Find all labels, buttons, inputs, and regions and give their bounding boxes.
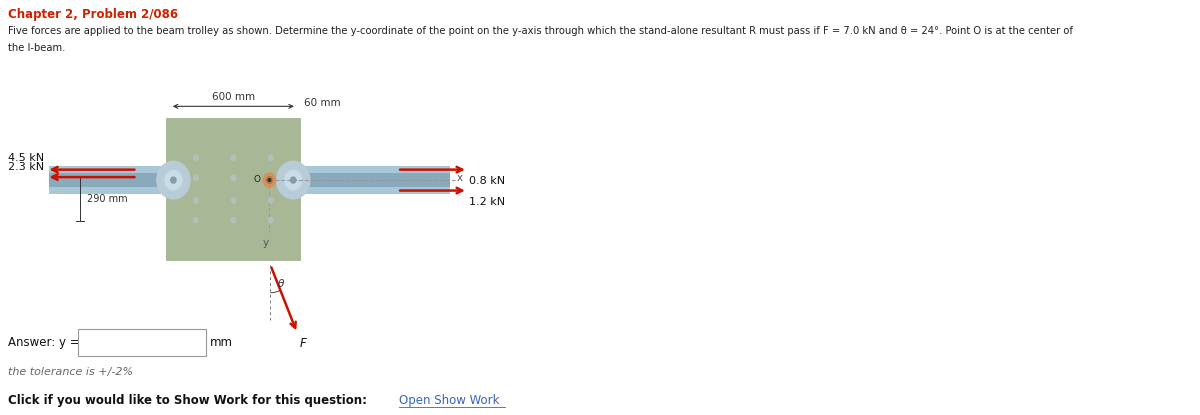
Bar — [167, 118, 300, 260]
Circle shape — [193, 217, 199, 223]
Circle shape — [193, 155, 199, 161]
Circle shape — [268, 197, 274, 204]
Circle shape — [268, 175, 274, 181]
Text: 0.8 kN: 0.8 kN — [469, 176, 505, 186]
Text: Five forces are applied to the beam trolley as shown. Determine the y-coordinate: Five forces are applied to the beam trol… — [7, 26, 1073, 36]
Bar — [78, 329, 206, 356]
Circle shape — [230, 175, 236, 181]
Text: Open Show Work: Open Show Work — [398, 394, 499, 407]
Text: F: F — [300, 337, 307, 350]
Circle shape — [170, 177, 176, 183]
Text: 1.2 kN: 1.2 kN — [469, 197, 505, 207]
Text: mm: mm — [210, 336, 233, 349]
Circle shape — [230, 217, 236, 223]
Text: Chapter 2, Problem 2/086: Chapter 2, Problem 2/086 — [7, 7, 178, 21]
Circle shape — [193, 197, 199, 204]
Bar — [49, 173, 450, 187]
Circle shape — [268, 217, 274, 223]
Bar — [49, 166, 450, 173]
Text: x: x — [457, 173, 463, 183]
Text: 4.5 kN: 4.5 kN — [7, 153, 44, 163]
Text: the tolerance is +/-2%: the tolerance is +/-2% — [7, 367, 133, 378]
Circle shape — [268, 155, 274, 161]
Circle shape — [230, 197, 236, 204]
Text: 2.3 kN: 2.3 kN — [7, 162, 44, 172]
Text: $\theta$: $\theta$ — [276, 277, 284, 289]
Text: 600 mm: 600 mm — [211, 93, 254, 103]
Circle shape — [230, 155, 236, 161]
Circle shape — [284, 170, 302, 190]
Text: O: O — [253, 175, 260, 183]
Bar — [49, 187, 450, 194]
Circle shape — [263, 173, 276, 187]
Circle shape — [290, 177, 296, 183]
Circle shape — [268, 178, 271, 182]
Text: y: y — [263, 238, 269, 248]
Circle shape — [276, 161, 310, 199]
Circle shape — [266, 176, 272, 184]
Text: 60 mm: 60 mm — [304, 98, 341, 108]
Text: Click if you would like to Show Work for this question:: Click if you would like to Show Work for… — [7, 394, 367, 407]
Text: Answer: y =: Answer: y = — [7, 336, 79, 349]
Text: the I-beam.: the I-beam. — [7, 43, 65, 53]
Circle shape — [157, 161, 190, 199]
Circle shape — [164, 170, 182, 190]
Circle shape — [193, 175, 199, 181]
Text: 290 mm: 290 mm — [88, 194, 127, 204]
